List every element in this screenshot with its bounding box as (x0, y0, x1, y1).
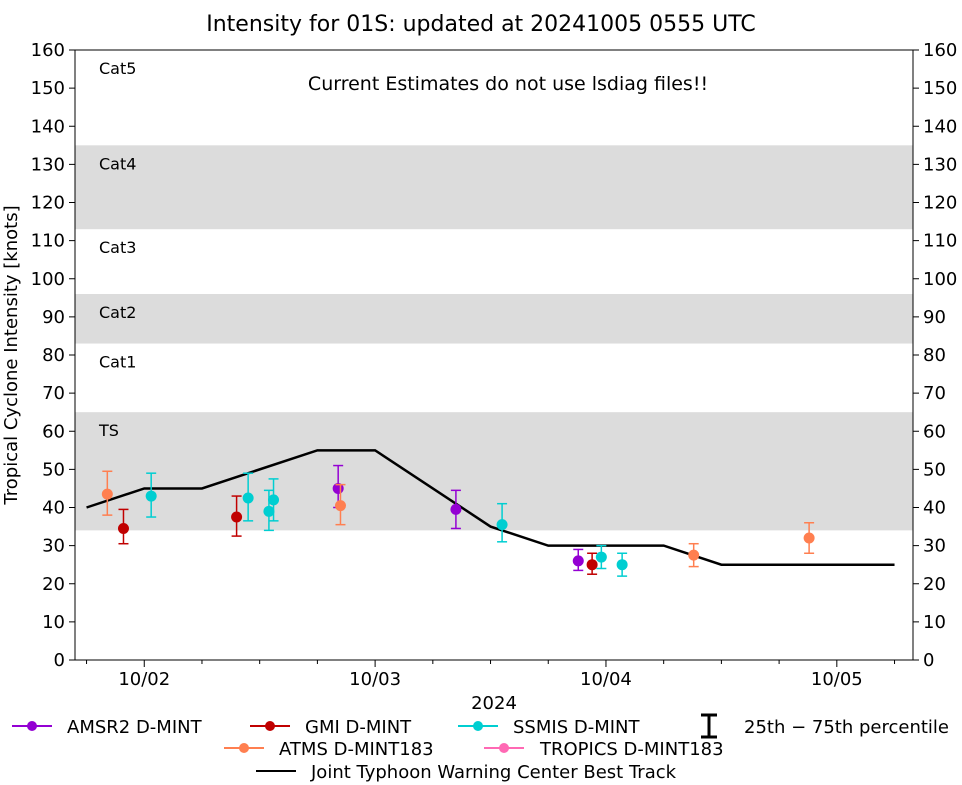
atms-d-mint183-point (101, 488, 113, 500)
category-labels: TS Cat1 Cat2 Cat3 Cat4 Cat5 (98, 59, 136, 440)
ssmis-d-mint-point (242, 492, 254, 504)
axis-ticks: 0 0 10 10 20 20 30 30 40 40 50 50 60 60 70 70 80 80 90 90 10… (31, 40, 958, 690)
amsr2-d-mint-point (450, 503, 462, 515)
legend-amsr2-marker (27, 721, 37, 731)
y-axis-label: Tropical Cyclone Intensity [knots] (1, 205, 22, 505)
y-tick-label-right: 80 (923, 345, 946, 366)
legend: AMSR2 D-MINT GMI D-MINT SSMIS D-MINT 25t… (12, 713, 949, 783)
best-track-layer (86, 449, 895, 566)
atms-d-mint183-point (334, 500, 346, 512)
legend-atms-label: ATMS D-MINT183 (279, 739, 434, 760)
y-tick-label-right: 160 (923, 40, 957, 61)
legend-tropics-marker (499, 743, 509, 753)
ssmis-d-mint-point (616, 559, 628, 571)
y-tick-label-left: 100 (31, 269, 65, 290)
ssmis-d-mint-point (496, 519, 508, 531)
y-tick-label-left: 30 (42, 536, 65, 557)
y-tick-label-left: 150 (31, 78, 65, 99)
y-tick-label-left: 120 (31, 193, 65, 214)
legend-amsr2-label: AMSR2 D-MINT (67, 717, 203, 738)
y-tick-label-right: 90 (923, 307, 946, 328)
y-tick-label-right: 20 (923, 574, 946, 595)
x-tick-label: 10/03 (349, 669, 401, 690)
x-tick-label: 10/05 (811, 669, 863, 690)
atms-d-mint183-point (688, 549, 700, 561)
plot-frame (74, 49, 914, 661)
amsr2-d-mint-point (572, 555, 584, 567)
ssmis-d-mint-point (268, 494, 280, 506)
y-tick-label-left: 90 (42, 307, 65, 328)
y-tick-label-left: 40 (42, 498, 65, 519)
category-label-cat3: Cat3 (99, 238, 136, 257)
ssmis-d-mint-point (145, 490, 157, 502)
category-band-cat2 (75, 294, 913, 344)
gmi-d-mint-point (117, 522, 129, 534)
category-band-cat4 (75, 145, 913, 230)
legend-percentile-icon (701, 713, 717, 739)
legend-percentile-label: 25th − 75th percentile (744, 717, 949, 738)
y-tick-label-right: 100 (923, 269, 957, 290)
category-label-cat5: Cat5 (99, 59, 136, 78)
category-label-cat1: Cat1 (99, 353, 136, 372)
estimate-points (101, 464, 815, 577)
ssmis-d-mint-point (595, 551, 607, 563)
y-tick-label-right: 120 (923, 193, 957, 214)
legend-tropics-label: TROPICS D-MINT183 (539, 739, 724, 760)
x-tick-label: 10/04 (580, 669, 632, 690)
chart-title: Intensity for 01S: updated at 20241005 0… (206, 12, 756, 37)
y-tick-label-right: 140 (923, 116, 957, 137)
ssmis-d-mint-point (263, 505, 275, 517)
legend-best-track-label: Joint Typhoon Warning Center Best Track (310, 762, 677, 783)
y-tick-label-right: 60 (923, 421, 946, 442)
y-tick-label-left: 60 (42, 421, 65, 442)
y-tick-label-right: 130 (923, 154, 957, 175)
y-tick-label-right: 30 (923, 536, 946, 557)
y-tick-label-left: 140 (31, 116, 65, 137)
category-label-ts: TS (98, 421, 119, 440)
best-track-line (86, 449, 895, 566)
y-tick-label-right: 10 (923, 612, 946, 633)
x-axis-label: 2024 (471, 693, 517, 714)
chart-annotation: Current Estimates do not use lsdiag file… (308, 73, 708, 95)
y-tick-label-left: 160 (31, 40, 65, 61)
legend-atms-marker (239, 743, 249, 753)
y-tick-label-left: 110 (31, 231, 65, 252)
y-tick-label-right: 110 (923, 231, 957, 252)
gmi-d-mint-point (231, 511, 243, 523)
y-tick-label-left: 50 (42, 459, 65, 480)
y-tick-label-right: 150 (923, 78, 957, 99)
y-tick-label-right: 40 (923, 498, 946, 519)
legend-ssmis-marker (473, 721, 483, 731)
atms-d-mint183-point (803, 532, 815, 544)
category-bands (75, 145, 913, 531)
y-tick-label-left: 10 (42, 612, 65, 633)
y-tick-label-right: 50 (923, 459, 946, 480)
category-label-cat4: Cat4 (99, 154, 136, 173)
y-tick-label-right: 0 (923, 650, 934, 671)
legend-gmi-marker (265, 721, 275, 731)
x-tick-label: 10/02 (118, 669, 170, 690)
legend-ssmis-label: SSMIS D-MINT (513, 717, 640, 738)
y-tick-label-right: 70 (923, 383, 946, 404)
legend-gmi-label: GMI D-MINT (305, 717, 412, 738)
y-tick-label-left: 0 (54, 650, 65, 671)
category-band-ts (75, 412, 913, 531)
y-tick-label-left: 70 (42, 383, 65, 404)
gmi-d-mint-point (586, 559, 598, 571)
y-tick-label-left: 130 (31, 154, 65, 175)
y-tick-label-left: 80 (42, 345, 65, 366)
y-tick-label-left: 20 (42, 574, 65, 595)
category-label-cat2: Cat2 (99, 303, 136, 322)
